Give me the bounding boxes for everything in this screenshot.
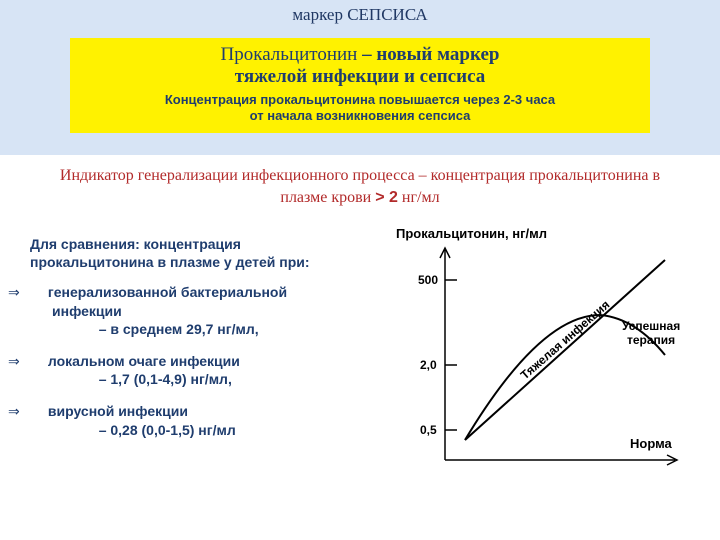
top-caption: маркер СЕПСИСА xyxy=(0,5,720,25)
left-intro: Для сравнения: концентрация прокальцитон… xyxy=(30,235,355,271)
item-line1: генерализованной бактериальной инфекции xyxy=(48,284,287,318)
subtitle-line-2: от начала возникновения сепсиса xyxy=(250,108,471,123)
item-line1: вирусной инфекции xyxy=(48,403,188,419)
y-axis-title: Прокальцитонин, нг/мл xyxy=(396,226,547,241)
list-item: ⇒ локальном очаге инфекции – 1,7 (0,1-4,… xyxy=(30,352,355,388)
y-tick-label: 2,0 xyxy=(420,358,437,372)
indicator-strong: > 2 xyxy=(375,189,398,206)
subtitle: Концентрация прокальцитонина повышается … xyxy=(76,92,644,125)
indicator-before: Индикатор генерализации инфекционного пр… xyxy=(60,167,660,206)
title-line-1: Прокальцитонин – новый маркер xyxy=(76,44,644,66)
therapy-label-1: Успешная xyxy=(622,319,680,333)
indicator-text: Индикатор генерализации инфекционного пр… xyxy=(55,165,665,208)
list-item: ⇒ вирусной инфекции – 0,28 (0,0-1,5) нг/… xyxy=(30,402,355,438)
arrow-icon: ⇒ xyxy=(30,402,44,420)
procalcitonin-chart: 500 2,0 0,5 Прокальцитонин, нг/мл Тяжела… xyxy=(390,230,690,485)
chart-svg: 500 2,0 0,5 Прокальцитонин, нг/мл Тяжела… xyxy=(390,230,690,485)
left-column: Для сравнения: концентрация прокальцитон… xyxy=(30,235,355,453)
therapy-label-2: терапия xyxy=(627,333,675,347)
subtitle-line-1: Концентрация прокальцитонина повышается … xyxy=(165,92,555,107)
indicator-after: нг/мл xyxy=(398,189,440,206)
list-item: ⇒ генерализованной бактериальной инфекци… xyxy=(30,283,355,338)
title-line-2: тяжелой инфекции и сепсиса xyxy=(76,66,644,88)
norm-label: Норма xyxy=(630,436,673,451)
title-box: Прокальцитонин – новый маркер тяжелой ин… xyxy=(70,38,650,133)
item-line2: – 0,28 (0,0-1,5) нг/мл xyxy=(99,422,236,438)
y-tick-label: 500 xyxy=(418,273,438,287)
title-word-2: – новый маркер xyxy=(357,44,499,65)
severe-label: Тяжелая инфекция xyxy=(518,298,613,383)
arrow-icon: ⇒ xyxy=(30,352,44,370)
severe-infection-line xyxy=(465,260,665,440)
title-word-1: Прокальцитонин xyxy=(221,44,358,65)
item-line2: – в среднем 29,7 нг/мл, xyxy=(99,321,259,337)
item-line2: – 1,7 (0,1-4,9) нг/мл, xyxy=(99,371,232,387)
item-line1: локальном очаге инфекции xyxy=(48,353,240,369)
y-tick-label: 0,5 xyxy=(420,423,437,437)
arrow-icon: ⇒ xyxy=(30,283,44,301)
